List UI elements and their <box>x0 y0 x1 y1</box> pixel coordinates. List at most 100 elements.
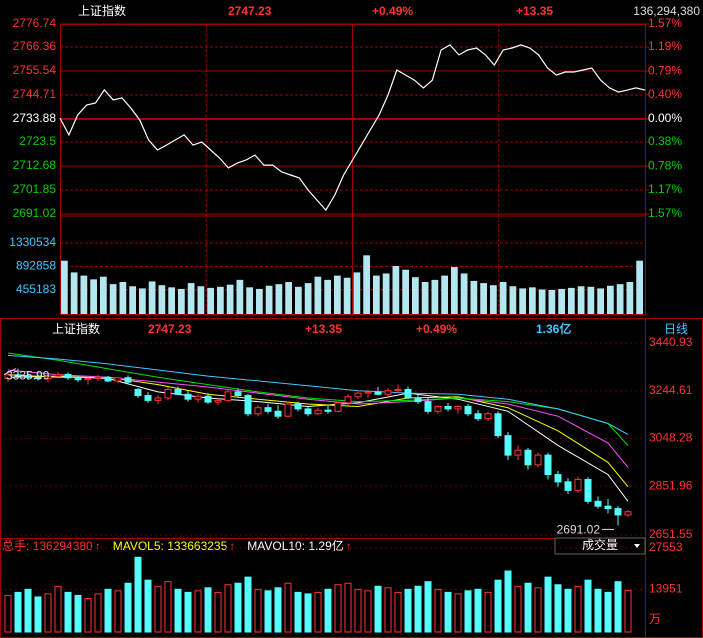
volume-bar <box>597 288 604 314</box>
volume-bar <box>624 590 632 633</box>
candle-body <box>184 393 192 400</box>
y-tick-label: 2744.71 <box>13 87 57 101</box>
candle-body <box>504 435 512 456</box>
candle-body <box>614 508 622 516</box>
volume-legend: MAVOL10: 1.29亿 <box>247 538 344 553</box>
volume-bar <box>109 284 117 314</box>
volume-bar <box>194 590 202 633</box>
y-tick-label: 2691.02 <box>13 206 57 220</box>
volume-bar <box>74 594 82 633</box>
candle-body <box>34 376 42 379</box>
volume-total: 136,294,380 <box>633 4 700 18</box>
change-pct: +0.49% <box>416 322 457 336</box>
volume-legend: MAVOL5: 133663235 <box>113 539 228 553</box>
volume-bar <box>494 579 502 633</box>
price: 2747.23 <box>228 4 272 18</box>
candle-body <box>584 478 592 502</box>
candle-body <box>324 409 332 412</box>
candle-body <box>604 505 612 510</box>
y-tick-label: 2766.36 <box>13 39 57 53</box>
volume-bar <box>464 590 472 633</box>
candle-body <box>484 413 492 420</box>
period[interactable]: 日线 <box>664 322 688 336</box>
volume-bar <box>402 269 409 314</box>
volume-bar <box>90 279 97 314</box>
candle-body <box>244 395 252 415</box>
volume-bar <box>412 277 419 314</box>
volume-bar <box>584 579 592 633</box>
volume-bar <box>64 591 72 633</box>
candle-body <box>434 405 442 412</box>
candle-body <box>84 377 92 381</box>
volume-bar <box>574 585 582 633</box>
volume-bar <box>100 276 107 314</box>
y-tick-label: 2733.88 <box>13 111 57 125</box>
volume-bar <box>14 591 22 633</box>
volume-bar <box>197 286 205 314</box>
candle-body <box>94 376 102 379</box>
volume-bar <box>119 282 127 314</box>
candle-body <box>344 396 352 404</box>
candle-body <box>394 388 402 392</box>
volume-bar <box>54 585 62 633</box>
candle-body <box>464 405 472 415</box>
price: 2747.23 <box>148 322 192 336</box>
volume-bar <box>217 286 224 314</box>
candle-body <box>414 397 422 403</box>
volume-bar <box>224 584 232 633</box>
volume-bar <box>554 584 562 633</box>
volume-bar <box>444 591 452 633</box>
volume-bar <box>421 282 429 314</box>
volume-bar <box>24 588 32 633</box>
arrow-icon: ↑ <box>346 539 352 553</box>
volume-bar <box>490 285 497 314</box>
volume-bar <box>184 591 192 633</box>
volume-selector-label[interactable]: 成交量 <box>582 537 618 552</box>
y-tick-label: 2651.55 <box>649 527 693 541</box>
candle-body <box>304 408 312 415</box>
candle-body <box>64 373 72 379</box>
volume-tick-label: 455183 <box>16 282 56 296</box>
y2-tick-label: 0.79% <box>648 63 682 77</box>
candle-body <box>114 377 122 382</box>
volume-bar <box>174 588 182 633</box>
volume-bar <box>514 585 522 633</box>
candle-body <box>314 409 322 415</box>
volume-bar <box>364 590 372 633</box>
volume-bar <box>454 593 462 633</box>
volume-bar <box>577 286 585 314</box>
candle-body <box>424 401 432 412</box>
volume-bar <box>80 275 88 314</box>
volume-bar <box>124 582 132 633</box>
volume-tick-label: 1330534 <box>9 235 56 249</box>
y2-tick-label: 0.38% <box>648 134 682 148</box>
volume-bar <box>544 576 552 633</box>
candle-body <box>194 395 202 400</box>
volume-bar <box>568 287 575 314</box>
volume-bar <box>304 593 312 633</box>
y-tick-label: 3440.93 <box>649 335 693 349</box>
candle-body <box>14 374 22 377</box>
volume-bar <box>474 588 482 633</box>
volume-bar <box>594 588 602 633</box>
volume-bar <box>168 287 175 314</box>
volume-bar <box>129 286 136 314</box>
candle-body <box>524 449 532 466</box>
volume-bar <box>460 273 468 314</box>
volume-bar <box>304 283 312 314</box>
low-label: 2691.02 <box>557 523 601 537</box>
volume-bar <box>564 588 572 633</box>
y-tick-label: 3048.28 <box>649 431 693 445</box>
y2-tick-label: 0.40% <box>648 87 682 101</box>
candle-body <box>124 377 132 383</box>
volume-bar <box>284 582 292 633</box>
volume-bar <box>265 285 273 314</box>
candle-body <box>144 395 152 401</box>
candle-body <box>624 511 632 516</box>
volume-selector[interactable] <box>554 537 646 555</box>
volume-bar <box>344 582 352 633</box>
candle-body <box>404 388 412 399</box>
volume-bar <box>148 281 156 314</box>
arrow-icon: ↑ <box>229 539 235 553</box>
